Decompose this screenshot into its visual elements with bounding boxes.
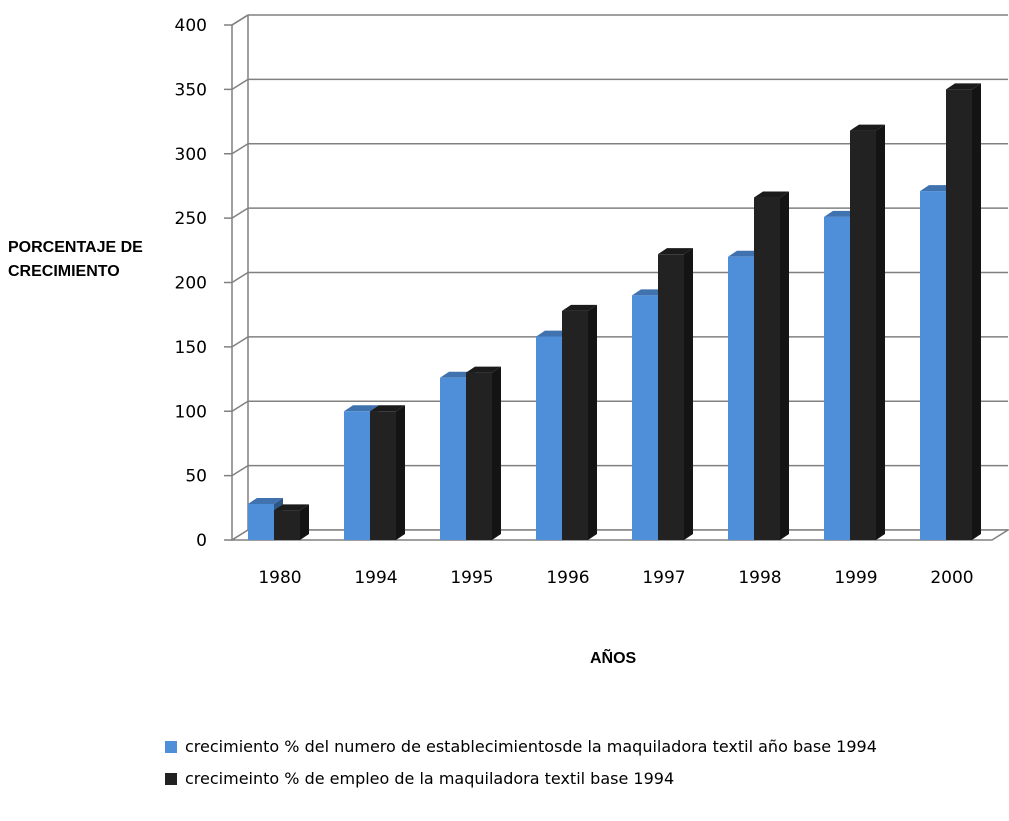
bar-front [754,197,780,540]
bar-front [562,310,588,540]
bar-front [946,89,972,540]
x-tick-label: 1995 [450,568,493,588]
bar [274,504,309,540]
bar-top [248,497,283,504]
y-tick-label: 200 [175,274,207,294]
gridline-side [231,14,249,26]
y-tick-label: 50 [185,467,207,487]
bar [658,248,693,541]
legend-item-establecimientos: crecimiento % del numero de establecimie… [165,735,965,759]
y-tick-labels: 0 50 100 150 200 250 300 350 400 [175,16,207,551]
y-tick-label: 350 [175,80,207,100]
bar-top [658,248,693,255]
legend: crecimiento % del numero de establecimie… [165,735,965,799]
bar-side [396,405,405,540]
bar [946,83,981,540]
x-tick-label: 1980 [258,568,301,588]
bar-front [658,254,684,541]
y-tick-label: 250 [175,209,207,229]
bars [248,83,981,541]
bar-side [972,83,981,540]
bar-side [876,124,885,540]
bar-front [248,503,274,540]
bar [370,405,405,540]
bar-top [562,304,597,311]
x-tick-label: 1994 [354,568,397,588]
legend-swatch [165,741,177,753]
bar-front [274,510,300,540]
gridline-side [231,78,249,91]
y-tick-label: 300 [175,145,207,165]
bar-front [920,191,946,540]
gridlines [224,14,1009,541]
y-tick-label: 150 [175,338,207,358]
legend-label: crecimeinto % de empleo de la maquilador… [185,769,675,788]
bar-front [536,336,562,540]
bar [466,366,501,540]
y-axis-label: PORCENTAJE DE CRECIMIENTO [8,239,143,280]
bar-top [466,366,501,373]
bar [562,304,597,540]
gridline-side [231,400,249,412]
bar-top [274,504,309,511]
bar [754,191,789,540]
bar-front [370,411,396,540]
gridline-side [231,207,249,219]
bar-front [850,130,876,540]
bar-front [728,256,754,540]
x-tick-label: 2000 [930,568,973,588]
bar-top [850,124,885,131]
bar-top [754,191,789,198]
bar-side [492,366,501,540]
bar-side [588,304,597,540]
bar-front [344,411,370,540]
y-tick-label: 0 [196,531,207,551]
legend-label: crecimiento % del numero de establecimie… [185,737,877,756]
legend-item-empleo: crecimeinto % de empleo de la maquilador… [165,767,965,791]
y-tick-label: 400 [175,16,207,36]
x-axis-label: AÑOS [590,650,637,667]
gridline-side [231,271,249,284]
gridline-side [231,336,249,348]
x-tick-label: 1996 [546,568,589,588]
gridline-side [231,143,249,155]
bar [850,124,885,540]
bar-front [440,377,466,540]
legend-swatch [165,773,177,785]
gridline-side [231,464,249,477]
x-tick-labels: 1980 1994 1995 1996 1997 1998 1999 2000 [258,568,973,588]
bar-front [632,295,658,540]
bar-top [946,83,981,90]
x-tick-label: 1998 [738,568,781,588]
bar-front [466,372,492,540]
bar-side [300,504,309,540]
bar-side [684,248,693,541]
y-tick-label: 100 [175,402,207,422]
x-tick-label: 1999 [834,568,877,588]
bar-top [370,405,405,412]
x-tick-label: 1997 [642,568,685,588]
bar-top [344,405,379,412]
bar-side [780,191,789,540]
bar-front [824,216,850,540]
